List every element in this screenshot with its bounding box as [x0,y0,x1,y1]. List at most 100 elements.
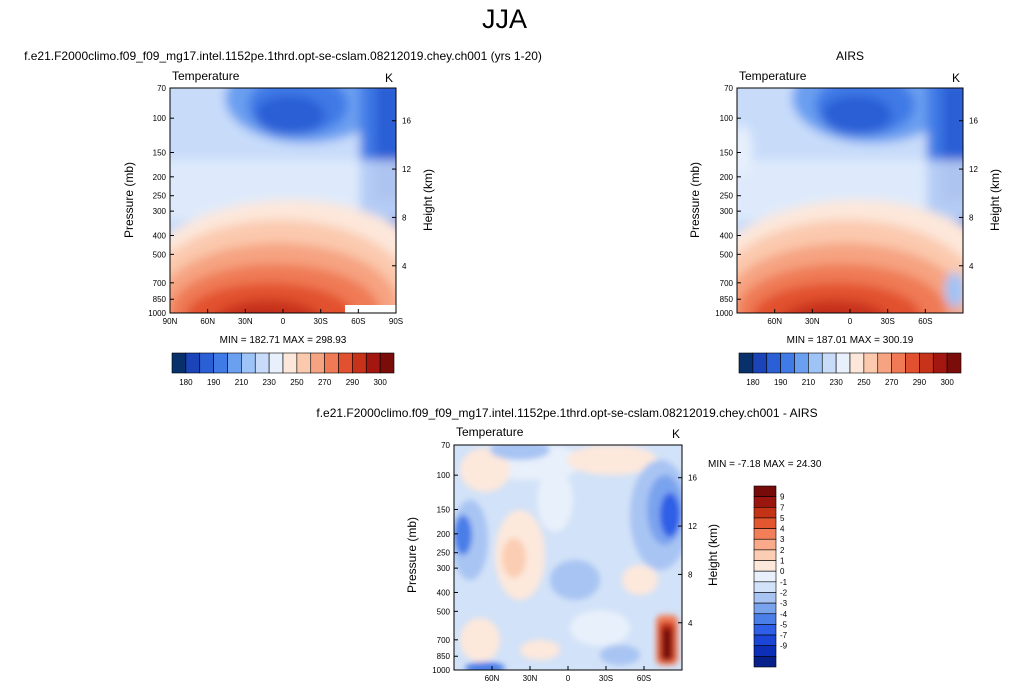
colorbar-label: 4 [780,525,785,534]
colorbar-box [296,352,312,374]
colorbar-box [352,352,367,374]
colorbar-label: 180 [179,378,193,387]
colorbar-box [877,352,892,374]
colorbar-box [324,352,339,374]
colorbar-box [753,581,777,593]
y2-tick-label: 8 [688,570,693,579]
y-tick-label: 500 [720,250,734,259]
panel-left-label: Temperature [739,69,807,83]
y-tick-label: 250 [720,192,734,201]
colorbar-box [891,352,906,374]
colorbar-label: 210 [235,378,249,387]
x-tick-label: 90S [389,317,403,326]
colorbar-label: 270 [318,378,332,387]
panel-left-label: Temperature [172,69,240,83]
y-tick-label: 250 [437,549,451,558]
colorbar-label: 300 [373,378,387,387]
colorbar-box [738,352,754,374]
colorbar-label: 3 [780,535,785,544]
panel-title: f.e21.F2000climo.f09_f09_mg17.intel.1152… [316,406,817,420]
panel-right-label: K [385,71,393,85]
y2-tick-label: 4 [402,262,407,271]
panel-airs: AIRS Temperature K [688,49,1002,387]
y-axis-title: Pressure (mb) [405,517,419,593]
colorbar-box [753,485,777,497]
x-tick-label: 90N [163,317,178,326]
colorbar-label: 2 [780,546,785,555]
y-axis-title: Pressure (mb) [122,162,136,238]
y-tick-label: 850 [437,652,451,661]
axes: 60N 30N 0 30S 60S 70 100 150 200 250 300 400 500 700 8… [715,84,978,326]
panel-model: f.e21.F2000climo.f09_f09_mg17.intel.1152… [24,49,542,387]
panel-left-label: Temperature [456,425,524,439]
colorbar-box [821,352,837,374]
y-tick-label: 850 [153,295,167,304]
y-tick-label: 150 [720,148,734,157]
colorbar-box [753,656,777,668]
stats-label: MIN = -7.18 MAX = 24.30 [708,459,822,470]
colorbar-box [282,352,298,374]
y-tick-label: 500 [153,250,167,259]
y2-tick-label: 16 [969,117,978,126]
y2-tick-label: 4 [969,262,974,271]
colorbar-box [753,645,777,657]
y-tick-label: 100 [720,114,734,123]
colorbar-label: -9 [780,642,788,651]
colorbar-label: 300 [940,378,954,387]
axes: 60N 30N 0 30S 60S 70 100 150 200 250 300 400 500 700 8… [432,441,697,683]
y-tick-label: 700 [437,636,451,645]
colorbar-box [946,352,962,374]
colorbar-box [849,352,865,374]
x-tick-label: 30S [314,317,328,326]
colorbar: 180 190 210 230 250 270 290 300 [738,352,962,387]
y-tick-label: 70 [724,84,733,93]
colorbar-box [753,517,777,529]
y2-tick-label: 16 [688,474,697,483]
panel-title: f.e21.F2000climo.f09_f09_mg17.intel.1152… [24,49,542,63]
colorbar-label: 5 [780,514,785,523]
colorbar-box [753,549,777,561]
x-tick-label: 60N [200,317,215,326]
colorbar-box [268,352,284,374]
x-tick-label: 60N [485,674,500,683]
colorbar-label: 1 [780,557,785,566]
colorbar-box [780,352,795,374]
y-tick-label: 70 [441,441,450,450]
colorbar-label: 250 [290,378,304,387]
colorbar-box [753,570,777,583]
x-tick-label: 30S [599,674,613,683]
colorbar-box [766,352,781,374]
colorbar-label: -2 [780,588,788,597]
colorbar-label: 190 [207,378,221,387]
colorbar-box [254,352,270,374]
stats-label: MIN = 182.71 MAX = 298.93 [220,335,347,346]
colorbar-label: 9 [780,493,785,502]
colorbar-label: 290 [346,378,360,387]
y-tick-label: 500 [437,607,451,616]
contour-field [737,88,963,313]
y2-tick-label: 4 [688,619,693,628]
colorbar-box [808,352,823,374]
y-tick-label: 1000 [148,309,166,318]
panel-right-label: K [672,427,680,441]
y-tick-label: 200 [720,173,734,182]
colorbar-label: 230 [829,378,843,387]
colorbar-box [863,352,879,374]
panel-difference: f.e21.F2000climo.f09_f09_mg17.intel.1152… [316,406,821,683]
colorbar-box [365,352,381,374]
y2-tick-label: 12 [402,165,411,174]
y-tick-label: 1000 [432,666,450,675]
x-tick-label: 30N [523,674,538,683]
y-tick-label: 300 [437,564,451,573]
y-tick-label: 200 [153,173,167,182]
colorbar-label: -7 [780,631,788,640]
y-tick-label: 100 [437,471,451,480]
y-tick-label: 400 [720,231,734,240]
x-tick-label: 0 [281,317,286,326]
x-tick-label: 30S [881,317,895,326]
colorbar-label: 270 [885,378,899,387]
colorbar-box [213,352,228,374]
colorbar-box [227,352,242,374]
y-tick-label: 200 [437,530,451,539]
